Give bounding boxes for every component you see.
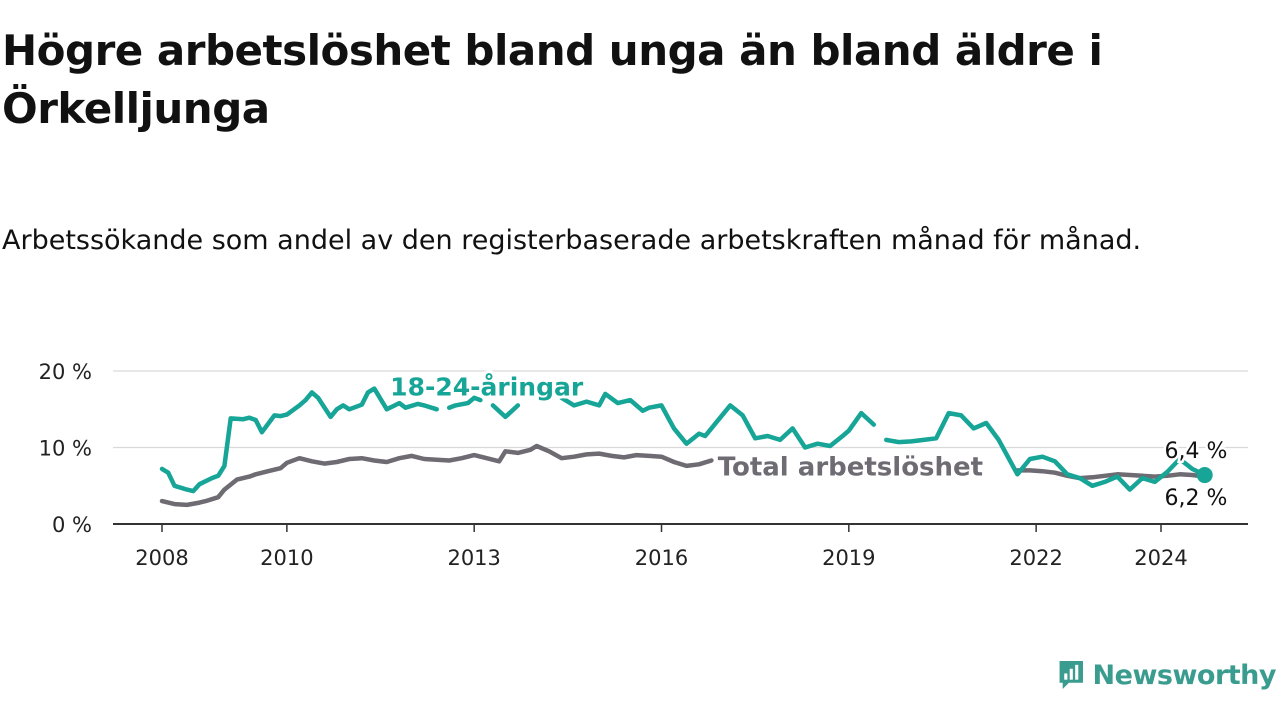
x-tick-label: 2013 <box>447 546 500 570</box>
series-line-total <box>159 443 1207 508</box>
page-title: Högre arbetslöshet bland unga än bland ä… <box>2 26 1103 133</box>
y-tick-label: 20 % <box>39 360 92 384</box>
youth-series-label: 18-24-åringar <box>390 372 584 401</box>
series-labels: 18-24-åringar Total arbetslöshet 6,4 % 6,2 … <box>387 369 1230 513</box>
series-line-youth <box>159 386 1207 494</box>
x-tick-label: 2010 <box>260 546 313 570</box>
x-tick-label: 2024 <box>1134 546 1187 570</box>
total-series-label: Total arbetslöshet <box>718 453 983 483</box>
youth-end-value-label: 6,4 % <box>1165 439 1228 464</box>
grid-lines: 0 % 10 % 20 % <box>39 360 1248 537</box>
newsworthy-logo: Newsworthy <box>1058 654 1277 696</box>
x-tick-label: 2008 <box>135 546 188 570</box>
x-tick-label: 2016 <box>635 546 688 570</box>
series-lines <box>159 386 1213 508</box>
y-tick-label: 10 % <box>39 437 92 461</box>
total-end-value-label: 6,2 % <box>1165 486 1228 511</box>
y-tick-label: 0 % <box>52 513 92 537</box>
youth-end-point <box>1196 467 1213 484</box>
brand-name: Newsworthy <box>1092 659 1277 691</box>
line-chart: 0 % 10 % 20 % 2008 2010 2013 2016 2019 2022 2024… <box>39 360 1248 570</box>
x-tick-label: 2022 <box>1009 546 1062 570</box>
x-axis: 2008 2010 2013 2016 2019 2022 2024 <box>113 523 1248 570</box>
x-tick-label: 2019 <box>822 546 875 570</box>
newsworthy-logo-icon <box>1059 660 1083 690</box>
chart-subtitle: Arbetssökande som andel av den registerb… <box>2 225 1142 256</box>
